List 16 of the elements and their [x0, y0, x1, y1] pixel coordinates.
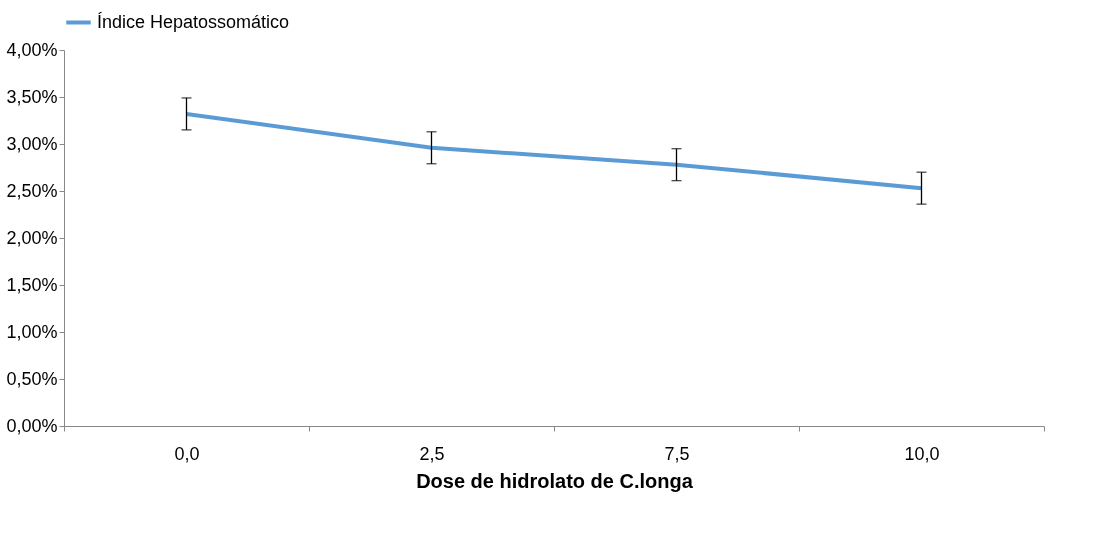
x-tick-label: 0,0 [174, 443, 200, 464]
y-tick-label: 0,50% [6, 368, 58, 389]
y-tick-label: 4,00% [6, 39, 58, 60]
x-tick-label: 2,5 [419, 443, 445, 464]
y-tick-label: 3,50% [6, 86, 58, 107]
y-tick-label: 3,00% [6, 133, 58, 154]
legend-label: Índice Hepatossomático [97, 11, 290, 32]
y-tick-label: 1,50% [6, 274, 58, 295]
x-tick-label: 7,5 [664, 443, 690, 464]
line-series [184, 111, 924, 191]
y-tick-label: 0,00% [6, 415, 58, 436]
y-tick-label: 2,50% [6, 180, 58, 201]
y-tick-label: 2,00% [6, 227, 58, 248]
x-axis-title: Dose de hidrolato de C.longa [416, 469, 694, 492]
x-tick-label: 10,0 [904, 443, 940, 464]
y-tick-label: 1,00% [6, 321, 58, 342]
